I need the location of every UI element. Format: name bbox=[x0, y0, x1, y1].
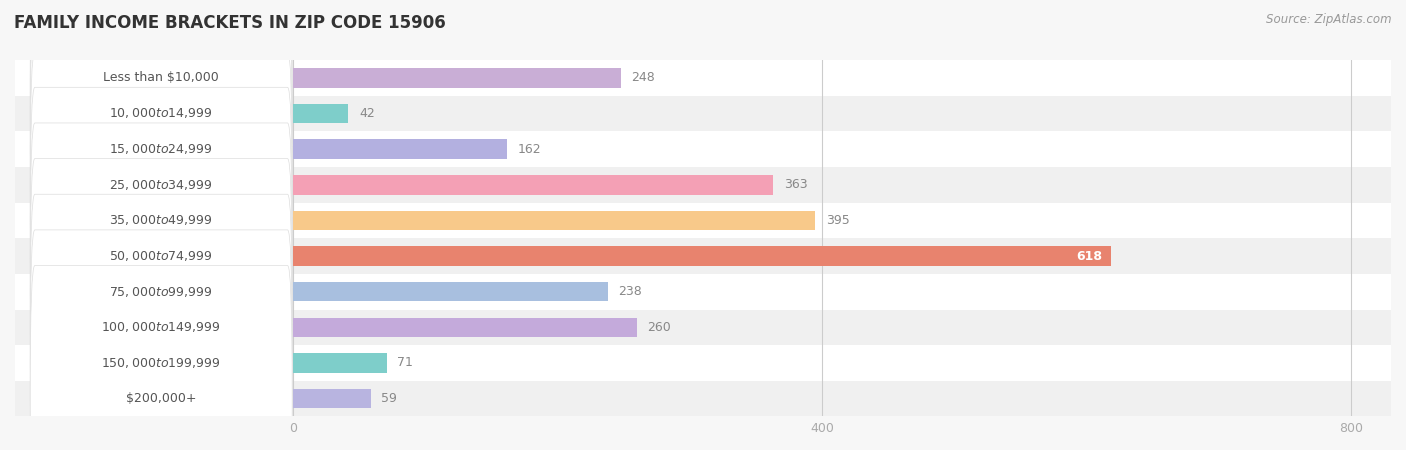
Text: 238: 238 bbox=[619, 285, 643, 298]
Text: 363: 363 bbox=[783, 178, 807, 191]
Bar bbox=[292, 353, 387, 373]
FancyBboxPatch shape bbox=[30, 123, 292, 389]
Bar bbox=[292, 318, 637, 337]
Text: $35,000 to $49,999: $35,000 to $49,999 bbox=[110, 213, 212, 227]
Text: 71: 71 bbox=[398, 356, 413, 369]
FancyBboxPatch shape bbox=[15, 96, 1391, 131]
FancyBboxPatch shape bbox=[15, 238, 1391, 274]
FancyBboxPatch shape bbox=[30, 16, 292, 282]
Text: 42: 42 bbox=[359, 107, 375, 120]
FancyBboxPatch shape bbox=[15, 131, 1391, 167]
FancyBboxPatch shape bbox=[30, 266, 292, 450]
FancyBboxPatch shape bbox=[15, 310, 1391, 345]
Bar bbox=[292, 282, 607, 302]
FancyBboxPatch shape bbox=[15, 345, 1391, 381]
Text: $150,000 to $199,999: $150,000 to $199,999 bbox=[101, 356, 221, 370]
Text: Less than $10,000: Less than $10,000 bbox=[103, 71, 219, 84]
Text: $75,000 to $99,999: $75,000 to $99,999 bbox=[110, 285, 212, 299]
Bar bbox=[292, 104, 349, 123]
FancyBboxPatch shape bbox=[30, 194, 292, 450]
Text: 260: 260 bbox=[647, 321, 671, 334]
Text: $200,000+: $200,000+ bbox=[127, 392, 197, 405]
Bar bbox=[292, 140, 508, 159]
Text: 162: 162 bbox=[517, 143, 541, 156]
Text: $10,000 to $14,999: $10,000 to $14,999 bbox=[110, 107, 212, 121]
Bar bbox=[292, 175, 773, 194]
Text: $15,000 to $24,999: $15,000 to $24,999 bbox=[110, 142, 212, 156]
FancyBboxPatch shape bbox=[30, 52, 292, 318]
Bar bbox=[292, 211, 815, 230]
Text: FAMILY INCOME BRACKETS IN ZIP CODE 15906: FAMILY INCOME BRACKETS IN ZIP CODE 15906 bbox=[14, 14, 446, 32]
Bar bbox=[292, 246, 1111, 266]
FancyBboxPatch shape bbox=[30, 230, 292, 450]
Text: 395: 395 bbox=[827, 214, 849, 227]
FancyBboxPatch shape bbox=[15, 60, 1391, 96]
FancyBboxPatch shape bbox=[15, 381, 1391, 416]
FancyBboxPatch shape bbox=[30, 0, 292, 211]
FancyBboxPatch shape bbox=[30, 158, 292, 425]
Text: $25,000 to $34,999: $25,000 to $34,999 bbox=[110, 178, 212, 192]
Text: $100,000 to $149,999: $100,000 to $149,999 bbox=[101, 320, 221, 334]
Bar bbox=[292, 68, 621, 88]
Text: 248: 248 bbox=[631, 71, 655, 84]
Text: 59: 59 bbox=[381, 392, 398, 405]
Text: 618: 618 bbox=[1077, 250, 1102, 262]
FancyBboxPatch shape bbox=[30, 87, 292, 354]
Bar bbox=[292, 389, 371, 409]
Text: $50,000 to $74,999: $50,000 to $74,999 bbox=[110, 249, 212, 263]
FancyBboxPatch shape bbox=[30, 0, 292, 247]
Text: Source: ZipAtlas.com: Source: ZipAtlas.com bbox=[1267, 14, 1392, 27]
FancyBboxPatch shape bbox=[15, 274, 1391, 310]
FancyBboxPatch shape bbox=[15, 167, 1391, 202]
FancyBboxPatch shape bbox=[15, 202, 1391, 238]
